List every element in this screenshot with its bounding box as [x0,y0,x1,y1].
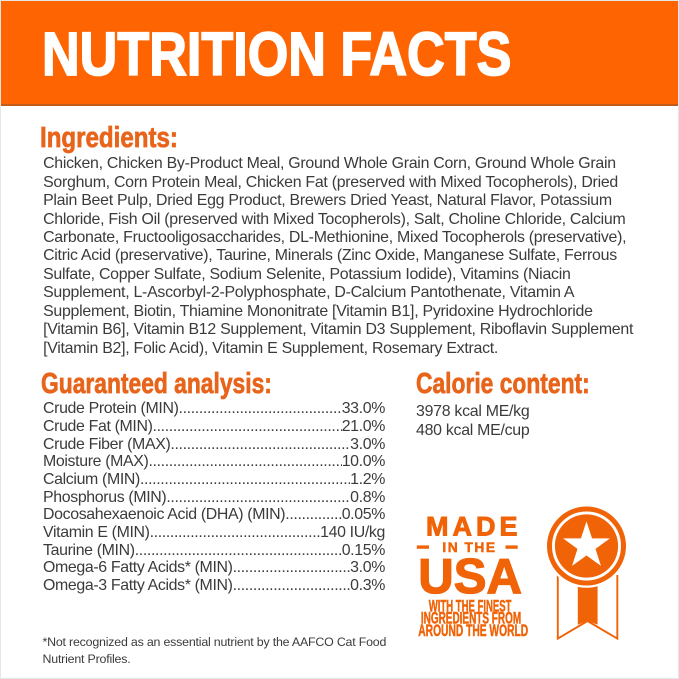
svg-text:INGREDIENTS FROM: INGREDIENTS FROM [421,609,521,627]
svg-text:USA: USA [418,550,522,604]
svg-text:IN THE: IN THE [442,540,496,555]
svg-text:MADE: MADE [426,512,522,542]
svg-text:AROUND THE WORLD: AROUND THE WORLD [418,621,528,639]
svg-text:WITH THE FINEST: WITH THE FINEST [429,597,512,615]
